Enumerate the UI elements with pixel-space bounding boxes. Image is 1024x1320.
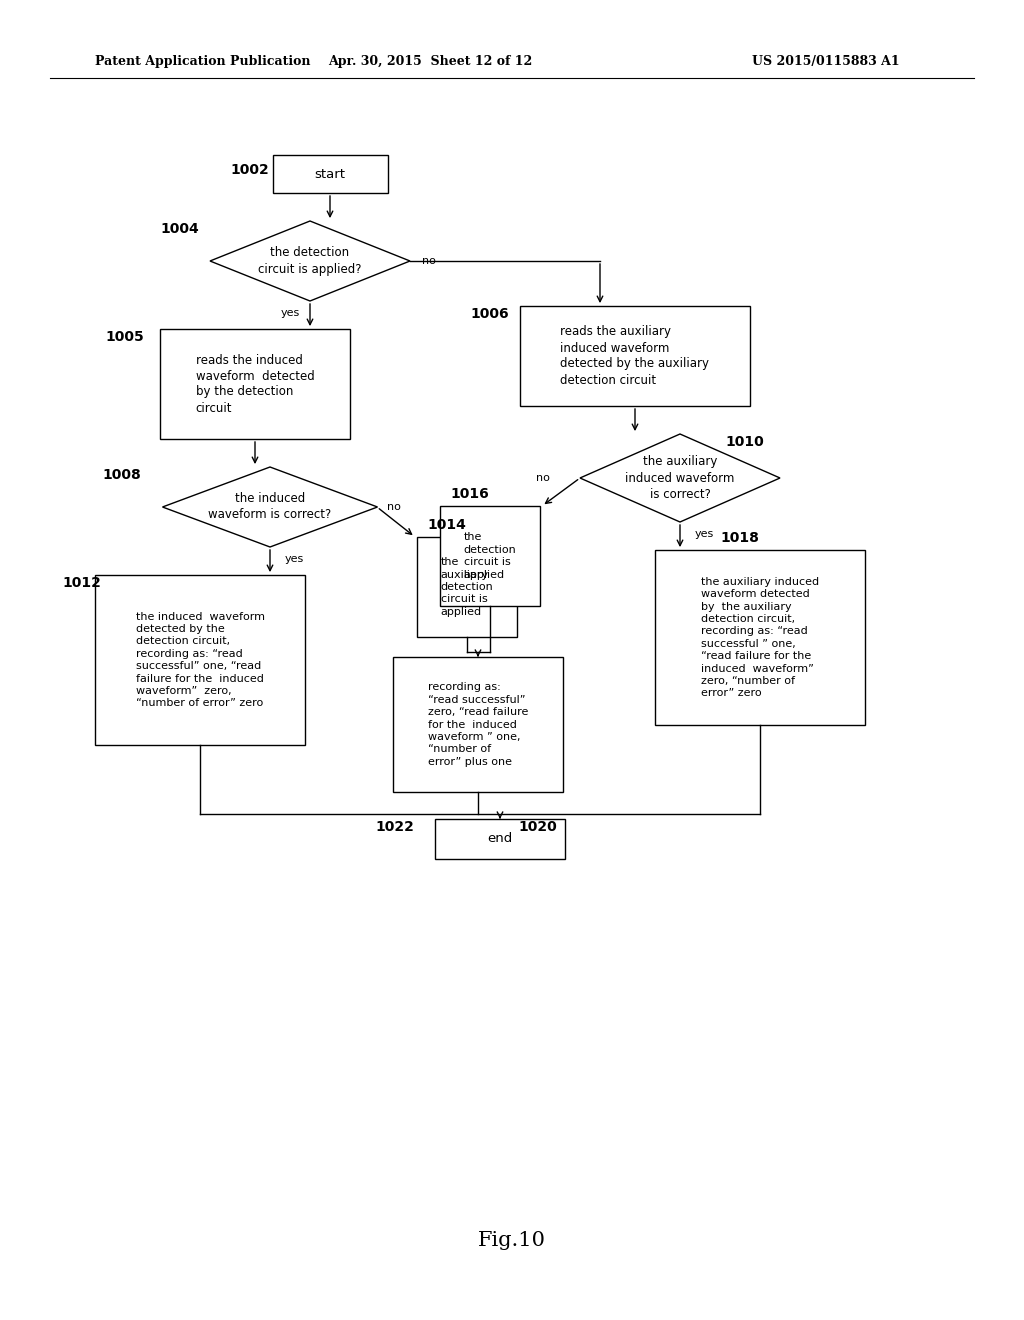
- Text: reads the induced
waveform  detected
by the detection
circuit: reads the induced waveform detected by t…: [196, 354, 314, 414]
- Text: 1018: 1018: [721, 531, 760, 545]
- Text: 1006: 1006: [471, 308, 509, 321]
- Text: no: no: [537, 473, 550, 483]
- Text: the induced
waveform is correct?: the induced waveform is correct?: [208, 492, 332, 521]
- Text: no: no: [422, 256, 436, 267]
- Bar: [272, 154, 387, 193]
- Text: 1014: 1014: [428, 517, 467, 532]
- Text: the
detection
circuit is
applied: the detection circuit is applied: [464, 532, 516, 579]
- Bar: [160, 329, 350, 440]
- Text: Fig.10: Fig.10: [478, 1230, 546, 1250]
- Bar: [95, 576, 305, 744]
- Text: recording as:
“read successful”
zero, “read failure
for the  induced
waveform ” : recording as: “read successful” zero, “r…: [428, 682, 528, 767]
- Text: the induced  waveform
detected by the
detection circuit,
recording as: “read
suc: the induced waveform detected by the det…: [135, 611, 264, 709]
- Text: 1012: 1012: [62, 576, 101, 590]
- Text: 1016: 1016: [451, 487, 489, 502]
- Text: 1020: 1020: [518, 820, 557, 834]
- Text: the auxiliary
induced waveform
is correct?: the auxiliary induced waveform is correc…: [626, 455, 734, 500]
- Text: the detection
circuit is applied?: the detection circuit is applied?: [258, 247, 361, 276]
- Polygon shape: [163, 467, 378, 546]
- Text: Patent Application Publication: Patent Application Publication: [95, 55, 310, 69]
- Bar: [393, 657, 563, 792]
- Text: 1010: 1010: [726, 436, 764, 449]
- Text: end: end: [487, 833, 513, 846]
- Text: Apr. 30, 2015  Sheet 12 of 12: Apr. 30, 2015 Sheet 12 of 12: [328, 55, 532, 69]
- Text: no: no: [387, 502, 400, 512]
- Text: US 2015/0115883 A1: US 2015/0115883 A1: [753, 55, 900, 69]
- Bar: [655, 550, 865, 725]
- Polygon shape: [580, 434, 780, 521]
- Bar: [440, 506, 540, 606]
- Text: yes: yes: [281, 308, 300, 318]
- Text: 1004: 1004: [161, 222, 200, 236]
- Text: 1008: 1008: [102, 469, 141, 482]
- Text: 1002: 1002: [230, 162, 269, 177]
- Text: yes: yes: [695, 529, 715, 539]
- Text: the
auxiliary
detection
circuit is
applied: the auxiliary detection circuit is appli…: [440, 557, 494, 616]
- Text: reads the auxiliary
induced waveform
detected by the auxiliary
detection circuit: reads the auxiliary induced waveform det…: [560, 326, 710, 387]
- Text: 1022: 1022: [376, 820, 415, 834]
- Text: the auxiliary induced
waveform detected
by  the auxiliary
detection circuit,
rec: the auxiliary induced waveform detected …: [701, 577, 819, 698]
- Text: start: start: [314, 168, 345, 181]
- Bar: [435, 818, 565, 859]
- Polygon shape: [210, 220, 410, 301]
- Text: yes: yes: [285, 554, 304, 564]
- Bar: [417, 537, 517, 638]
- Text: 1005: 1005: [105, 330, 144, 345]
- Bar: [520, 306, 750, 407]
